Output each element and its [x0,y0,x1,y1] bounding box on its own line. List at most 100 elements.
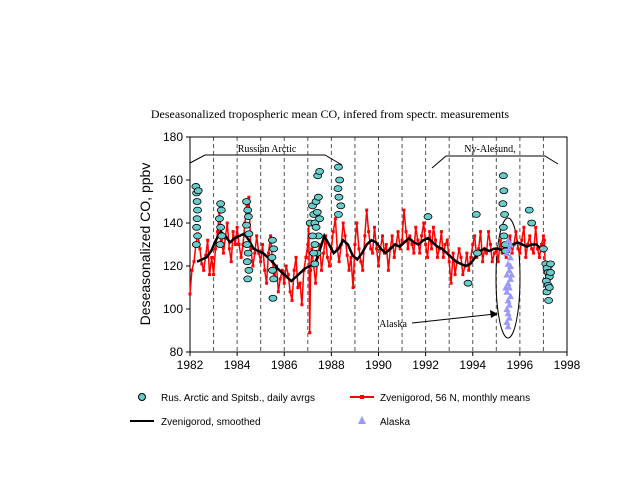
arctic-daily-point [335,176,345,184]
zvenigorod-monthly-point [357,247,361,251]
zvenigorod-monthly-point [319,268,323,272]
zvenigorod-monthly-point [294,255,298,259]
zvenigorod-monthly-point [253,251,257,255]
zvenigorod-monthly-point [204,253,208,257]
zvenigorod-monthly-point [200,262,204,266]
arctic-daily-point [500,210,509,218]
alaska-label: Alaska [379,319,407,330]
zvenigorod-monthly-point [213,247,217,251]
zvenigorod-monthly-point [504,255,508,259]
zvenigorod-monthly-point [337,260,341,264]
zvenigorod-monthly-point [426,255,430,259]
zvenigorod-monthly-point [363,234,367,238]
x-tick-label: 1992 [412,358,439,372]
zvenigorod-monthly-point [361,268,365,272]
arctic-daily-point [544,296,554,304]
zvenigorod-monthly-point [508,234,512,238]
y-axis-label: Deseasonalized CO, ppbv [137,163,153,326]
legend-marker-circle [138,393,146,401]
zvenigorod-monthly-point [516,247,520,251]
zvenigorod-monthly-point [318,243,322,246]
alaska-point [505,301,513,308]
zvenigorod-monthly-point [534,225,538,229]
alaska-point [503,271,511,278]
zvenigorod-monthly-point [520,238,524,242]
zvenigorod-monthly-point [400,238,404,242]
zvenigorod-monthly-point [296,286,300,289]
zvenigorod-monthly-point [467,268,471,272]
zvenigorod-monthly-point [510,251,514,255]
zvenigorod-monthly-point [430,247,434,251]
alaska-ellipse [495,217,521,339]
arctic-daily-point [336,202,346,210]
arctic-daily-point [193,187,203,195]
zvenigorod-monthly-point [341,221,345,225]
zvenigorod-monthly-point [445,238,449,242]
zvenigorod-monthly-point [541,234,545,238]
zvenigorod-monthly-point [449,281,453,285]
arctic-daily-point [216,223,226,231]
zvenigorod-monthly-point [524,255,528,259]
zvenigorod-monthly-point [381,234,385,238]
zvenigorod-monthly-point [192,260,196,264]
zvenigorod-monthly-point [528,234,532,238]
zvenigorod-monthly-point [420,234,424,238]
arctic-daily-point [242,241,252,248]
y-tick-label: 100 [163,302,183,316]
zvenigorod-monthly-point [282,281,286,285]
zvenigorod-monthly-point [428,230,432,234]
arctic-daily-point [311,223,321,231]
arctic-daily-point [243,249,253,257]
arctic-daily-point [310,241,320,248]
arctic-daily-point [193,232,202,240]
arctic-daily-point [498,200,508,208]
chart-title: Deseasonalized tropospheric mean CO, inf… [151,107,510,121]
zvenigorod-monthly-point [371,251,375,255]
zvenigorod-monthly-point [331,230,335,234]
zvenigorod-monthly-point [390,234,394,238]
arctic-daily-point [242,258,252,266]
arctic-daily-point [244,213,253,220]
arctic-daily-point [334,210,343,218]
zvenigorod-monthly-point [355,221,359,225]
x-tick-label: 1988 [318,358,345,372]
zvenigorod-monthly-point [410,243,414,246]
zvenigorod-monthly-point [306,243,310,246]
zvenigorod-monthly-point [266,251,270,255]
zvenigorod-monthly-point [359,260,363,264]
zvenigorod-monthly-point [372,225,376,229]
arctic-daily-point [243,275,253,283]
arctic-daily-point [268,294,278,302]
zvenigorod-monthly-point [314,281,318,285]
zvenigorod-monthly-point [402,208,406,212]
zvenigorod-monthly-point [278,277,282,281]
zvenigorod-monthly-point [284,264,288,268]
zvenigorod-monthly-point [343,234,347,238]
zvenigorod-monthly-point [233,243,237,246]
zvenigorod-monthly-point [457,247,461,251]
zvenigorod-monthly-point [396,230,400,234]
arctic-daily-point [308,232,317,240]
zvenigorod-monthly-point [221,251,225,255]
zvenigorod-monthly-point [198,247,202,251]
annotations: Russian Arctic Ny-Alesund, Alaska [189,144,559,339]
arctic-daily-point [546,260,555,268]
arctic-daily-point [244,266,254,274]
arctic-daily-point [267,253,277,261]
alaska-point [506,241,514,248]
zvenigorod-monthly-point [237,243,241,246]
zvenigorod-monthly-point [434,238,438,242]
zvenigorod-monthly-point [208,273,212,277]
arctic-daily-point [269,275,279,283]
alaska-point [503,305,511,312]
alaska-point [508,271,516,278]
zvenigorod-monthly-point [406,247,410,251]
arctic-daily-point [334,163,343,171]
zvenigorod-monthly-point [229,260,233,264]
zvenigorod-monthly-point [261,243,265,246]
arctic-daily-point [314,193,323,201]
arctic-daily-point [498,172,508,180]
zvenigorod-monthly-point [288,290,292,294]
zvenigorod-smoothed-line [196,229,542,283]
zvenigorod-monthly-point [469,255,473,259]
